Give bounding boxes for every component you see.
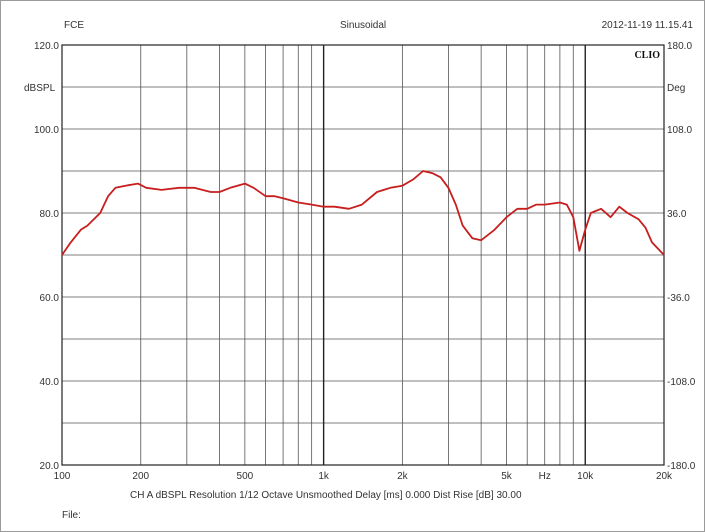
response-curve-line xyxy=(61,170,665,256)
y-tick-label-left: 80.0 xyxy=(40,209,60,220)
y-tick-label-right: 108.0 xyxy=(667,125,692,136)
x-tick-label: 1k xyxy=(318,471,330,482)
x-tick-label: 500 xyxy=(237,471,254,482)
y-tick-label-left: 20.0 xyxy=(40,461,60,472)
x-tick-label: 10k xyxy=(577,471,594,482)
y-tick-label-right: -108.0 xyxy=(667,377,696,388)
clio-brand-label: CLIO xyxy=(634,50,660,61)
y-axis-label-right: Deg xyxy=(667,83,685,94)
y-tick-label-right: 36.0 xyxy=(667,209,687,220)
file-label: File: xyxy=(62,510,81,521)
y-tick-label-left: 120.0 xyxy=(34,41,59,52)
x-tick-label: 5k xyxy=(501,471,513,482)
x-tick-label: 2k xyxy=(397,471,409,482)
measurement-settings: CH A dBSPL Resolution 1/12 Octave Unsmoo… xyxy=(130,490,522,501)
y-tick-label-left: 40.0 xyxy=(40,377,60,388)
y-tick-label-right: -180.0 xyxy=(667,461,696,472)
y-tick-label-right: -36.0 xyxy=(667,293,690,304)
x-tick-label: 20k xyxy=(656,471,673,482)
y-tick-label-left: 100.0 xyxy=(34,125,59,136)
y-axis-label-left: dBSPL xyxy=(24,83,56,94)
y-tick-label-left: 60.0 xyxy=(40,293,60,304)
chart-header-left: FCE xyxy=(64,20,84,31)
x-axis-label: Hz xyxy=(539,471,551,482)
y-tick-label-right: 180.0 xyxy=(667,41,692,52)
chart-header-right: 2012-11-19 11.15.41 xyxy=(601,20,693,31)
x-tick-label: 100 xyxy=(54,471,71,482)
x-tick-label: 200 xyxy=(132,471,149,482)
chart-header-center: Sinusoidal xyxy=(340,20,387,31)
